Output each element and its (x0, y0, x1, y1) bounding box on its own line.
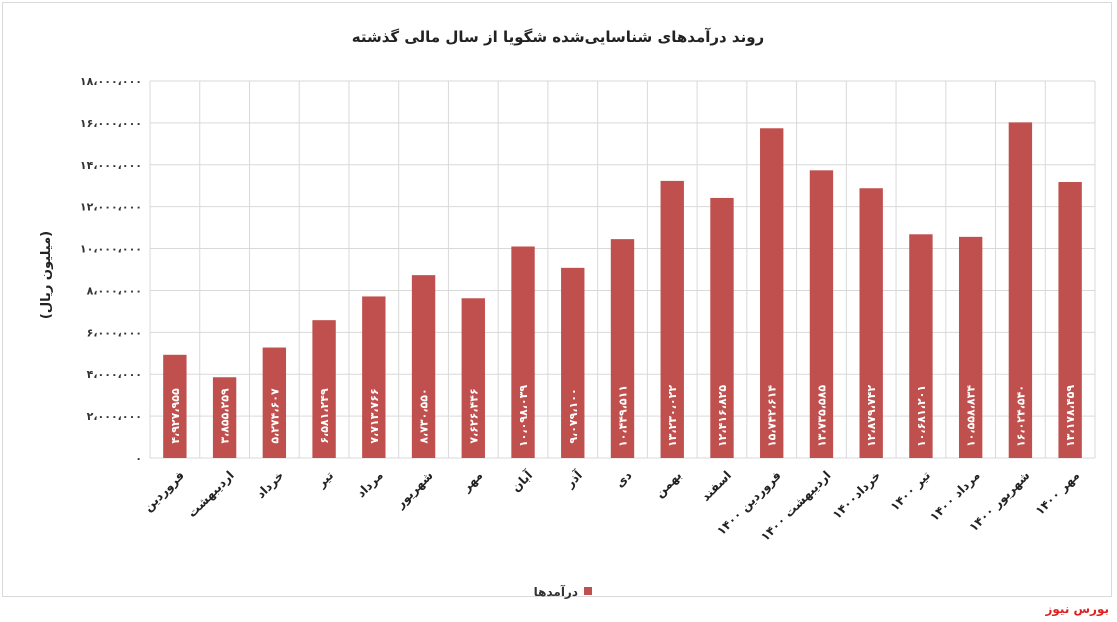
y-tick-label: ۴،۰۰۰،۰۰۰ (87, 368, 142, 381)
bar-value-label: ۱۰،۶۸۱،۲۰۱ (915, 385, 928, 447)
bars-group (163, 122, 1082, 458)
chart-title: روند درآمدهای شناسایی‌شده شگویا از سال م… (352, 28, 764, 46)
x-tick-label: بهمن (652, 468, 684, 500)
bar (212, 377, 237, 458)
bar-value-label: ۷،۶۲۶،۴۴۶ (467, 388, 480, 443)
bar (1058, 181, 1082, 458)
bar-value-label: ۱۲،۴۱۶،۸۲۵ (716, 385, 729, 447)
bar-value-label: ۱۰،۴۴۹،۵۱۱ (617, 385, 630, 447)
bar (163, 354, 187, 458)
bar (561, 267, 585, 458)
bar-value-label: ۱۲،۸۷۹،۷۴۲ (865, 385, 878, 447)
bar-value-label: ۱۶،۰۲۴،۵۴۰ (1014, 385, 1027, 447)
x-tick-label: آذر (561, 467, 585, 491)
y-tick-label: ۰ (135, 452, 142, 465)
bar (760, 128, 784, 458)
bar-value-label: ۶،۵۸۱،۲۴۹ (318, 388, 331, 444)
bar-value-label: ۴،۹۲۷،۹۵۵ (169, 388, 182, 444)
bar (710, 197, 734, 458)
bar-value-label: ۳،۸۵۵،۲۵۹ (219, 388, 232, 444)
y-tick-label: ۱۲،۰۰۰،۰۰۰ (80, 201, 142, 214)
bar (610, 239, 635, 458)
x-tick-label: مرداد (354, 468, 386, 500)
y-tick-label: ۱۸،۰۰۰،۰۰۰ (80, 75, 142, 88)
y-tick-label: ۱۴،۰۰۰،۰۰۰ (80, 159, 142, 172)
legend-swatch (584, 587, 592, 595)
legend-label: درآمدها (534, 584, 578, 599)
bar-value-label: ۱۰،۰۹۸،۰۳۹ (517, 385, 530, 447)
x-tick-label: شهریور (392, 468, 436, 512)
bar-value-label: ۹،۰۷۹،۱۰۰ (567, 388, 580, 443)
bar (859, 188, 883, 458)
x-tick-label: تیر (314, 468, 337, 491)
bar-value-label: ۱۵،۷۴۲،۶۱۴ (766, 385, 779, 447)
x-tick-label: خرداد (254, 468, 287, 501)
x-tick-label: دی (613, 468, 635, 490)
bar-value-label: ۱۳،۷۳۵،۵۸۵ (815, 385, 828, 447)
bar (362, 296, 386, 458)
x-tick-label: اردیبهشت (185, 468, 237, 520)
bar-value-labels: ۴،۹۲۷،۹۵۵ ۳،۸۵۵،۲۵۹ ۵،۲۷۴،۶۰۷ ۶،۵۸۱،۲۴۹ ۷،۷۱… (169, 385, 1077, 447)
x-tick-label: اسفند (698, 468, 734, 504)
bar-value-label: ۷،۷۱۳،۷۶۶ (368, 388, 381, 443)
y-tick-label: ۲،۰۰۰،۰۰۰ (87, 410, 142, 423)
x-tick-label: مهر (459, 468, 486, 495)
x-tick-label: مهر ۱۴۰۰ (1033, 468, 1083, 518)
y-tick-label: ۶،۰۰۰،۰۰۰ (87, 326, 142, 339)
bar-value-label: ۱۳،۲۳۰،۰۲۲ (666, 385, 679, 447)
bar-value-label: ۵،۲۷۴،۶۰۷ (268, 388, 281, 444)
legend: درآمدها (534, 584, 592, 599)
bar (809, 170, 834, 458)
y-tick-label: ۱۰،۰۰۰،۰۰۰ (80, 243, 142, 256)
x-tick-label: فروردین (141, 468, 188, 515)
bar (909, 234, 933, 458)
y-tick-label: ۸،۰۰۰،۰۰۰ (87, 284, 142, 297)
bar (1008, 122, 1033, 458)
y-axis-title: (میلیون ریال) (39, 231, 54, 319)
bar (312, 320, 336, 458)
bar (660, 180, 684, 458)
gridlines (149, 80, 1096, 459)
x-tick-label: خرداد۱۴۰۰ (830, 468, 884, 522)
x-tick-label: آبان (508, 467, 536, 495)
bar (411, 275, 436, 458)
bar (461, 298, 485, 458)
y-tick-label: ۱۶،۰۰۰،۰۰۰ (80, 117, 142, 130)
y-axis-tick-labels: ۰ ۲،۰۰۰،۰۰۰ ۴،۰۰۰،۰۰۰ ۶،۰۰۰،۰۰۰ ۸،۰۰۰،۰۰۰ ۱۰،… (80, 75, 142, 465)
bar-value-label: ۸،۷۳۰،۵۵۰ (418, 388, 431, 443)
bar (511, 246, 535, 458)
x-tick-label: تیر ۱۴۰۰ (888, 468, 933, 513)
bar (958, 236, 983, 458)
bar-value-label: ۱۳،۱۷۸،۴۵۹ (1064, 385, 1077, 447)
source-watermark: بورس نیوز (1045, 602, 1109, 616)
bar (262, 347, 287, 458)
bar-value-label: ۱۰،۵۵۸،۸۳۴ (965, 385, 978, 447)
